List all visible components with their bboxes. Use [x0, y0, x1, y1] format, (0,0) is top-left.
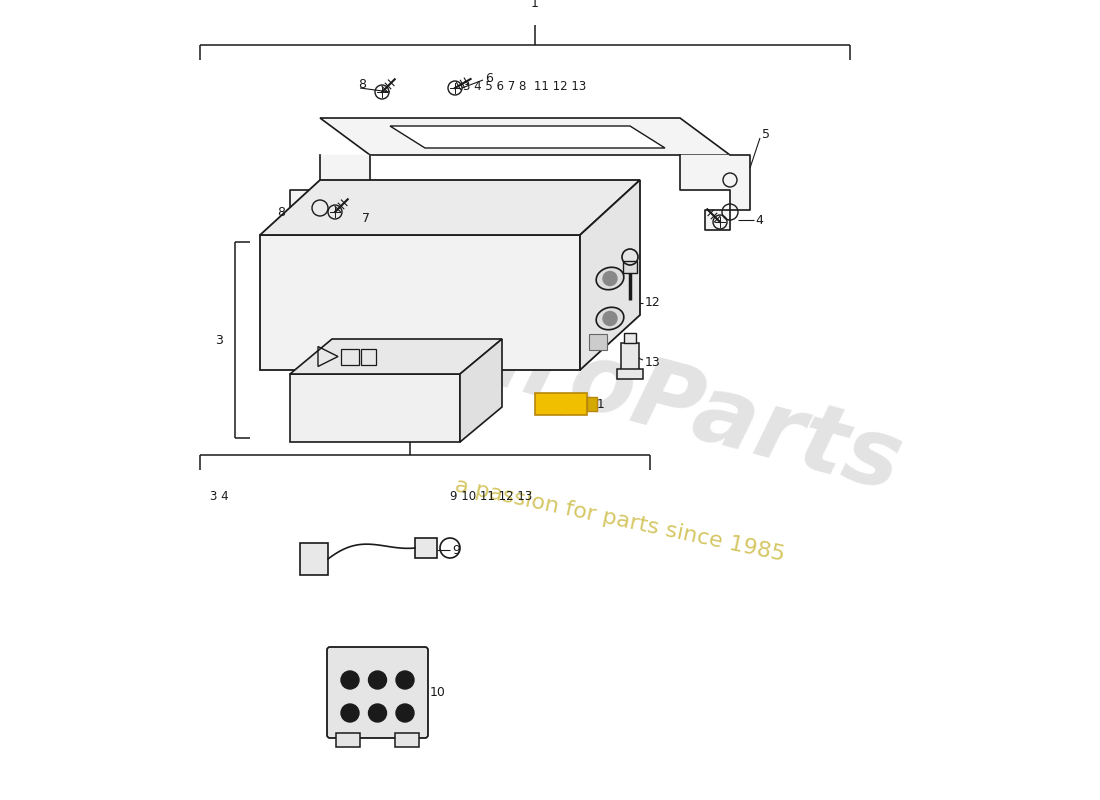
Polygon shape: [290, 155, 370, 225]
Bar: [395, 733, 419, 747]
Text: 13: 13: [645, 355, 661, 369]
Bar: [341, 349, 359, 365]
Text: 11: 11: [590, 398, 606, 410]
Circle shape: [603, 311, 617, 326]
Text: 3 4 5 6 7 8  11 12 13: 3 4 5 6 7 8 11 12 13: [463, 80, 586, 93]
Text: 8: 8: [358, 78, 366, 91]
Text: 6: 6: [485, 71, 493, 85]
Text: 9: 9: [452, 543, 460, 557]
Polygon shape: [260, 180, 640, 235]
Bar: [623, 261, 637, 273]
Text: 7: 7: [362, 211, 370, 225]
Polygon shape: [460, 339, 502, 442]
Circle shape: [341, 671, 359, 689]
Polygon shape: [320, 118, 730, 155]
Text: 3: 3: [216, 334, 223, 346]
Text: 10: 10: [430, 686, 446, 698]
Text: 4: 4: [755, 214, 763, 226]
Bar: [624, 333, 636, 343]
Bar: [535, 393, 587, 415]
Text: 5: 5: [762, 129, 770, 142]
Circle shape: [368, 704, 386, 722]
Bar: [300, 543, 328, 575]
Ellipse shape: [596, 307, 624, 330]
Polygon shape: [680, 155, 750, 230]
Bar: [617, 369, 643, 379]
Bar: [621, 343, 639, 373]
Ellipse shape: [596, 267, 624, 290]
Circle shape: [603, 271, 617, 286]
Text: 3 4: 3 4: [210, 490, 229, 503]
Text: 12: 12: [645, 297, 661, 310]
Bar: [260, 235, 580, 370]
Circle shape: [396, 704, 414, 722]
Text: euroParts: euroParts: [388, 289, 912, 511]
Polygon shape: [580, 180, 640, 370]
Circle shape: [368, 671, 386, 689]
Bar: [290, 374, 460, 442]
Text: 1: 1: [531, 0, 539, 10]
Bar: [361, 349, 376, 365]
Circle shape: [396, 671, 414, 689]
Bar: [587, 397, 597, 411]
Bar: [336, 733, 360, 747]
Text: 2: 2: [406, 407, 414, 420]
Text: 8: 8: [277, 206, 285, 218]
Bar: [415, 538, 437, 558]
Text: a passion for parts since 1985: a passion for parts since 1985: [453, 475, 786, 565]
Bar: [588, 334, 607, 350]
Text: 9 10 11 12 13: 9 10 11 12 13: [450, 490, 532, 503]
FancyBboxPatch shape: [327, 647, 428, 738]
Polygon shape: [390, 126, 666, 148]
Polygon shape: [290, 339, 502, 374]
Circle shape: [341, 704, 359, 722]
